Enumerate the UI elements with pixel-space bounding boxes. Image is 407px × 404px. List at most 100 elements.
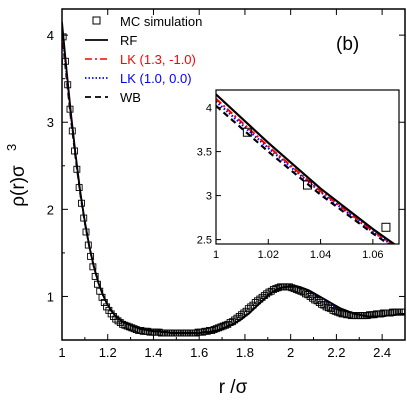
mc-point — [235, 313, 243, 320]
mc-point — [363, 312, 371, 320]
mc-point — [331, 307, 339, 315]
mc-point — [219, 322, 227, 330]
x-tick-label: 1.2 — [99, 345, 117, 360]
inset-markers — [242, 127, 391, 232]
legend-marker — [92, 16, 101, 25]
mc-point — [322, 303, 330, 311]
mc-point — [71, 147, 79, 155]
inset-y-tick-label: 4 — [206, 103, 212, 115]
mc-point — [258, 293, 266, 301]
mc-point — [254, 297, 261, 305]
inset-mc-point — [242, 127, 252, 137]
panel-label: (b) — [336, 34, 359, 55]
mc-point — [272, 285, 280, 293]
legend: MC simulation RF LK (1.3, -1.0) LK (1.0, 0.… — [85, 14, 202, 105]
inset-y-tick-label: 3.5 — [197, 147, 212, 159]
mc-point — [114, 317, 122, 325]
x-axis-title: r /σ — [219, 377, 248, 398]
mc-point — [295, 286, 303, 294]
x-tick-label: 1.8 — [236, 345, 254, 360]
mc-point — [336, 309, 344, 317]
mc-point — [98, 293, 106, 301]
mc-point — [270, 286, 277, 293]
x-tick-label: 1 — [58, 345, 65, 360]
mc-point — [192, 329, 200, 337]
mc-point — [251, 299, 259, 306]
inset-mc-point — [381, 222, 391, 232]
mc-point — [286, 283, 293, 291]
mc-point — [75, 184, 83, 192]
inset-x-tick-label: 1.06 — [362, 249, 383, 261]
x-tick-label: 2.2 — [327, 345, 345, 360]
mc-point — [377, 310, 385, 318]
mc-point — [93, 280, 101, 288]
mc-point — [304, 291, 312, 299]
legend-label: WB — [120, 90, 141, 105]
mc-point — [132, 326, 140, 333]
mc-point — [155, 328, 163, 336]
mc-point — [244, 305, 252, 313]
mc-point — [247, 303, 255, 311]
x-tick-label: 2.4 — [373, 345, 391, 360]
y-tick-label: 1 — [47, 289, 54, 304]
main-axes-frame — [61, 8, 406, 341]
mc-point — [334, 308, 341, 316]
mc-point — [292, 286, 300, 293]
mc-point — [73, 165, 81, 173]
y-tick-label: 3 — [47, 115, 54, 130]
y-tick-label: 4 — [47, 28, 54, 43]
mc-point — [105, 306, 113, 314]
inset-axes-frame — [215, 89, 400, 245]
legend-label: RF — [120, 33, 137, 48]
mc-point — [290, 285, 298, 293]
mc-point — [233, 314, 241, 322]
inset-ticks: 1 1.02 1.04 1.06 2.5 3 3.5 4 — [197, 103, 384, 261]
mc-point — [238, 311, 245, 319]
mc-point — [121, 321, 129, 329]
legend-label: MC simulation — [120, 14, 202, 29]
mc-point — [274, 284, 282, 292]
mc-point — [119, 320, 127, 328]
mc-point — [370, 311, 378, 319]
mc-point — [340, 310, 348, 318]
mc-point — [137, 326, 145, 334]
mc-point — [288, 284, 296, 292]
mc-point — [89, 263, 97, 271]
mc-point — [256, 295, 264, 303]
mc-point — [240, 309, 248, 317]
y-tick-label: 2 — [47, 202, 54, 217]
mc-point — [199, 328, 207, 336]
mc-point — [203, 327, 211, 335]
mc-point — [228, 318, 236, 326]
mc-point — [345, 311, 353, 319]
mc-point — [103, 303, 111, 311]
mc-point — [215, 324, 223, 332]
mc-point — [66, 105, 74, 113]
mc-point — [126, 323, 133, 331]
mc-point — [208, 326, 216, 334]
mc-point — [91, 272, 99, 280]
mc-point — [84, 241, 92, 249]
mc-point — [123, 322, 131, 330]
mc-point — [64, 81, 72, 89]
mc-point — [212, 325, 220, 333]
main-plot: 1 1.2 1.4 1.6 1.8 2 2.2 2.4 1 2 3 4 — [47, 8, 406, 360]
mc-point — [100, 299, 108, 306]
mc-point — [128, 324, 136, 332]
y-axis-title-superscript: 3 — [4, 144, 19, 151]
mc-point — [130, 325, 138, 333]
legend-label: LK (1.0, 0.0) — [120, 71, 192, 86]
x-tick-label: 1.6 — [190, 345, 208, 360]
mc-point — [82, 228, 90, 236]
y-axis-title: ρ(r)σ — [8, 165, 29, 207]
legend-label: LK (1.3, -1.0) — [120, 52, 196, 67]
main-markers — [62, 33, 405, 337]
main-ticks: 1 1.2 1.4 1.6 1.8 2 2.2 2.4 1 2 3 4 — [47, 9, 405, 360]
x-tick-label: 1.4 — [144, 345, 162, 360]
mc-point — [260, 292, 268, 300]
x-tick-label: 2 — [287, 345, 294, 360]
mc-point — [306, 293, 314, 300]
inset-x-tick-label: 1 — [213, 249, 219, 261]
mc-point — [62, 33, 67, 41]
